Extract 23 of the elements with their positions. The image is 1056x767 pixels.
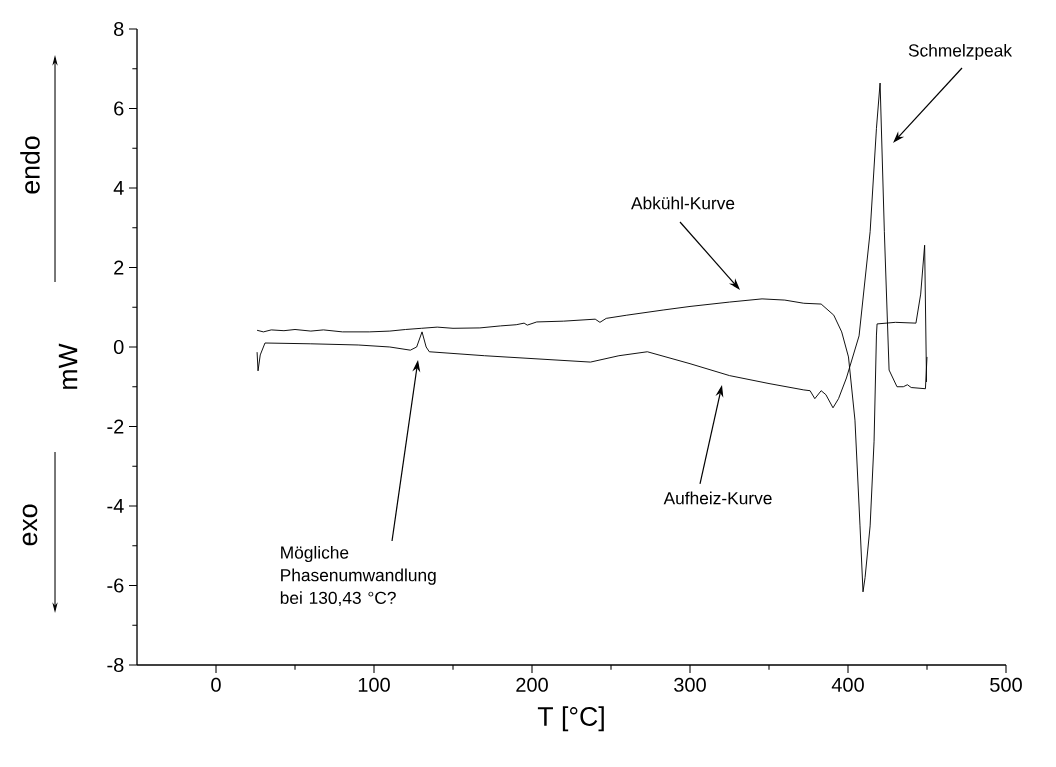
y-tick-label: -6 bbox=[107, 578, 124, 593]
x-tick-label: 100 bbox=[358, 677, 390, 692]
text: endo bbox=[20, 136, 40, 194]
y-tick-label: 2 bbox=[114, 260, 124, 275]
y-tick-label: 4 bbox=[113, 181, 124, 195]
annotation: Aufheiz-Kurve bbox=[663, 491, 772, 505]
annotation: Abkühl-Kurve bbox=[631, 196, 735, 210]
text: exo bbox=[22, 504, 38, 546]
x-tick-label: 300 bbox=[674, 677, 706, 692]
y-tick-label: 0 bbox=[113, 339, 124, 355]
annotation: Schmelzpeak bbox=[908, 43, 1013, 61]
y-tick-label: 6 bbox=[114, 101, 124, 116]
y-tick-label: -4 bbox=[107, 499, 124, 513]
x-tick-label: 400 bbox=[831, 677, 864, 692]
x-tick-label: 200 bbox=[516, 677, 548, 692]
y-axis-title: mW bbox=[58, 343, 78, 389]
y-tick-label: -8 bbox=[107, 657, 124, 673]
y-tick-label: 8 bbox=[114, 21, 124, 37]
x-tick-label: 0 bbox=[211, 677, 221, 692]
x-tick-label: 500 bbox=[990, 677, 1022, 692]
y-tick-label: -2 bbox=[107, 419, 124, 434]
x-axis-title: T [°C] bbox=[537, 706, 604, 732]
annotation: Mögliche Phasenumwandlung bei 130,43 °C? bbox=[280, 545, 436, 607]
